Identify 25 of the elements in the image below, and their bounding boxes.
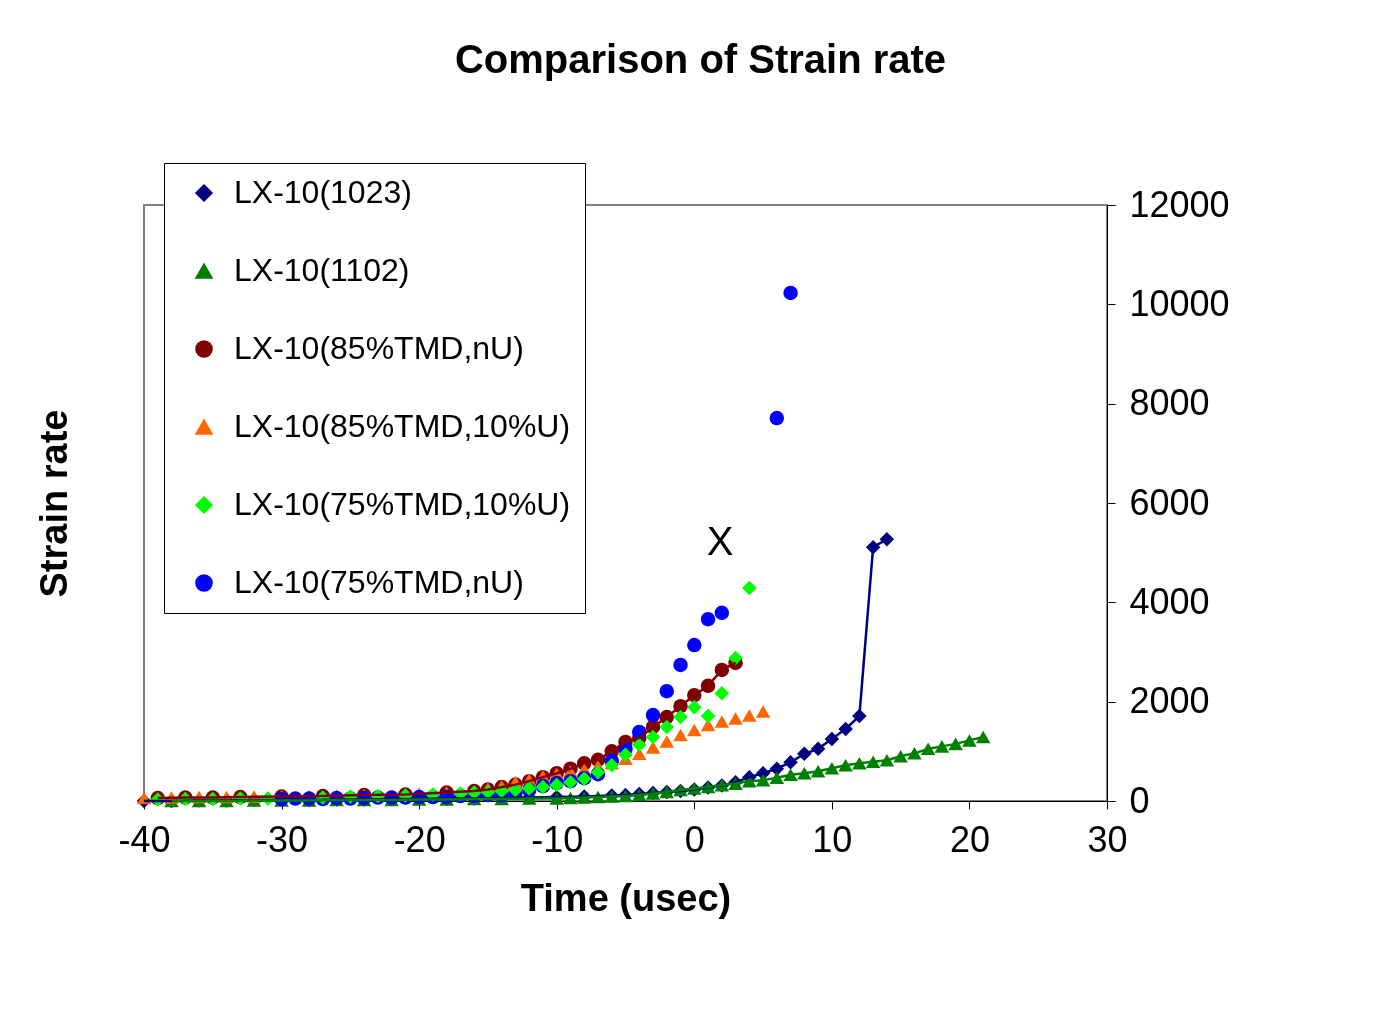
x-tick-label: -20	[393, 818, 446, 860]
legend-label: LX-10(1023)	[234, 174, 412, 210]
y-tick-label: 12000	[1129, 183, 1230, 225]
x-axis-title: Time (usec)	[520, 876, 732, 919]
legend-label: LX-10(85%TMD,10%U)	[234, 408, 571, 444]
annotation: X	[706, 519, 734, 563]
y-tick-label: 6000	[1129, 481, 1210, 523]
y-tick-label: 4000	[1129, 580, 1210, 622]
legend-label: LX-10(1102)	[234, 252, 410, 288]
x-tick-label: 30	[1087, 818, 1128, 860]
x-tick-label: -40	[118, 818, 171, 860]
legend-label: LX-10(75%TMD,nU)	[234, 564, 524, 600]
y-axis-title: Strain rate	[32, 409, 75, 598]
x-tick-label: -30	[256, 818, 309, 860]
x-tick-label: 10	[812, 818, 853, 860]
chart-title: Comparison of Strain rate	[454, 36, 947, 81]
x-tick-label: 0	[684, 818, 705, 860]
legend-label: LX-10(85%TMD,nU)	[234, 330, 524, 366]
x-tick-label: 20	[949, 818, 990, 860]
y-tick-label: 0	[1129, 779, 1150, 821]
y-tick-label: 2000	[1129, 680, 1210, 722]
y-tick-label: 8000	[1129, 382, 1210, 424]
x-tick-label: -10	[531, 818, 584, 860]
y-tick-label: 10000	[1129, 282, 1230, 324]
legend-label: LX-10(75%TMD,10%U)	[234, 486, 571, 522]
